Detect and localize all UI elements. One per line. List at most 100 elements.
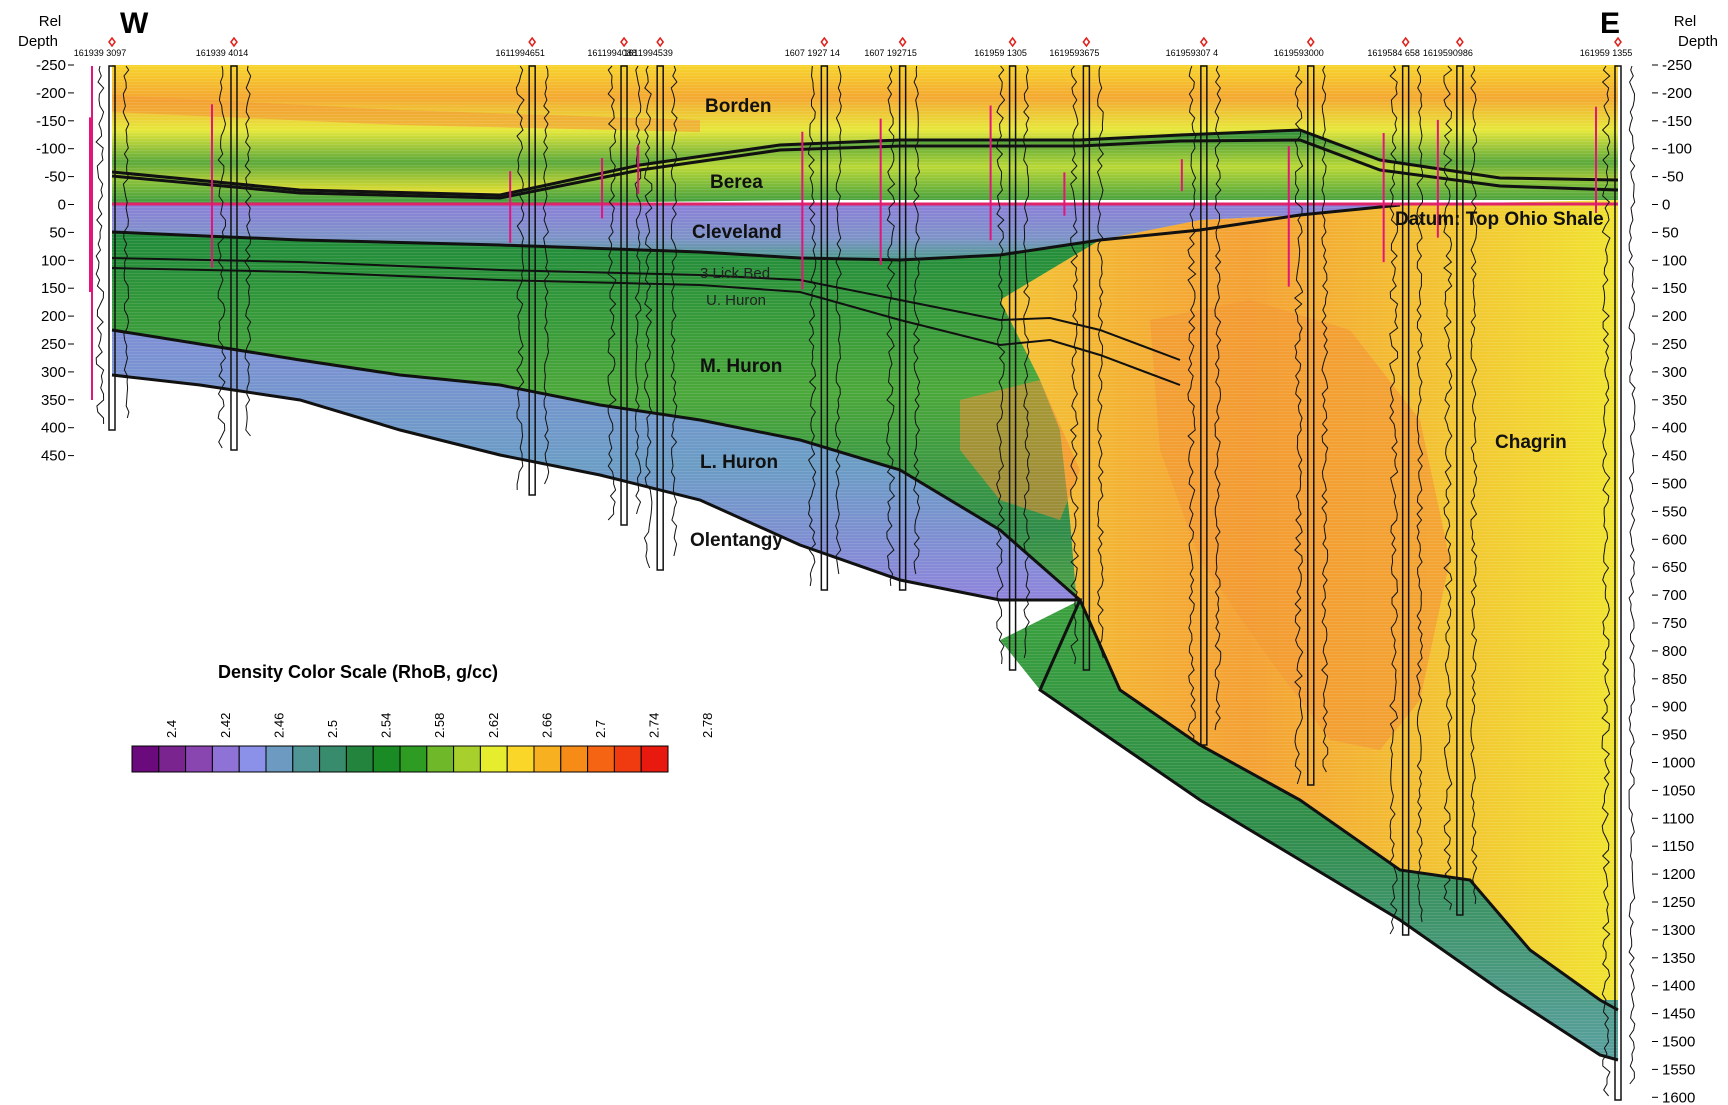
colorbar-tick-labels: 2.4 2.42 2.46 2.5 2.54 2.58 2.62 2.66 2.7 2.74 2.7… xyxy=(164,713,715,738)
colorbar-tick-label: 2.58 xyxy=(432,713,447,738)
well: 1607 1927 14 xyxy=(785,36,842,591)
resistivity-log-curve xyxy=(670,65,678,557)
well-id-label: 1607 192715 xyxy=(864,48,917,58)
depth-tick-label: 1100 xyxy=(1662,810,1694,827)
depth-tick-label: 350 xyxy=(41,392,66,409)
resistivity-log-curve xyxy=(834,65,842,575)
depth-tick-label: 150 xyxy=(1662,280,1687,297)
label-cleveland: Cleveland xyxy=(692,222,782,243)
colorbar-swatch xyxy=(319,745,347,773)
depth-tick-label: 1500 xyxy=(1662,1034,1695,1051)
well: 1607 192715 xyxy=(864,36,921,591)
colorbar-tick-label: 2.7 xyxy=(593,720,608,738)
base-m-huron-line xyxy=(111,328,1619,1012)
east-label: E xyxy=(1600,7,1620,40)
colorbar-swatch xyxy=(640,745,669,773)
depth-tick-label: 850 xyxy=(1662,671,1687,688)
depth-tick-label: 1300 xyxy=(1662,922,1695,939)
colorbar-swatch xyxy=(158,745,187,773)
resistivity-log-curve xyxy=(1470,65,1478,905)
well-id-label: 1611994539 xyxy=(623,48,672,58)
depth-tick-label: -100 xyxy=(1662,141,1692,158)
depth-tick-label: -250 xyxy=(36,57,66,74)
well-track xyxy=(656,65,664,571)
well: 1611994088 xyxy=(587,36,642,526)
resistivity-log-curve xyxy=(1023,65,1031,659)
depth-tick-label: 950 xyxy=(1662,727,1687,744)
well-track xyxy=(1401,65,1410,936)
well-location-icon xyxy=(820,36,829,48)
density-log-curve xyxy=(1389,65,1399,935)
well-id-label: 1607 1927 14 xyxy=(785,48,840,58)
colorbar-swatch xyxy=(238,745,267,773)
density-log-curve xyxy=(95,65,105,425)
well-id-label: 161959 1305 xyxy=(974,48,1027,58)
label-l-huron: L. Huron xyxy=(700,452,778,473)
label-olentangy: Olentangy xyxy=(690,530,783,551)
colorbar-swatch xyxy=(613,745,642,773)
colorbar-swatch xyxy=(560,745,589,773)
label-berea: Berea xyxy=(710,172,763,193)
well-location-icon xyxy=(1082,36,1091,48)
right-axis-title-top: Rel xyxy=(1674,13,1697,30)
depth-tick-label: 300 xyxy=(1662,364,1687,381)
colorbar-swatch xyxy=(185,745,213,773)
density-log-curve xyxy=(996,65,1006,665)
depth-tick-label: 450 xyxy=(1662,448,1687,465)
colorbar-swatch xyxy=(533,745,562,773)
well-track xyxy=(898,65,907,591)
colorbar-tick-label: 2.4 xyxy=(164,720,179,738)
resistivity-log-curve xyxy=(634,65,642,515)
well-track xyxy=(528,65,536,496)
resistivity-log-curve xyxy=(1321,65,1329,773)
well-id-label: 1611994088 xyxy=(587,48,636,58)
well-location-icon xyxy=(528,36,537,48)
depth-tick-label: 250 xyxy=(1662,336,1687,353)
depth-tick-label: -150 xyxy=(1662,113,1692,130)
depth-tick-label: -200 xyxy=(1662,85,1692,102)
density-log-curve xyxy=(1069,65,1079,665)
depth-tick-label: 200 xyxy=(1662,308,1687,325)
well-track xyxy=(1008,65,1017,671)
well: 161959307 4 xyxy=(1166,36,1222,746)
right-depth-axis: -250 -200 -150 -100 -50 0 50 100 150 200 250 300 350… xyxy=(1652,57,1695,1105)
depth-tick-label: 1600 xyxy=(1662,1089,1695,1105)
formation-labels: Borden Berea Cleveland 3 Lick Bed U. Hur… xyxy=(690,96,1604,551)
colorbar-swatch xyxy=(372,745,401,773)
well: 1619590986 xyxy=(1423,36,1478,916)
depth-tick-label: 0 xyxy=(1662,197,1670,214)
label-chagrin: Chagrin xyxy=(1495,432,1567,453)
colorbar-tick-label: 2.5 xyxy=(325,720,340,738)
well: 161959 1355 xyxy=(1580,36,1636,1101)
right-axis-title-bottom: Depth xyxy=(1678,33,1718,50)
well-track xyxy=(1082,65,1091,671)
well-track xyxy=(1614,65,1622,1101)
well-id-label: 1619593675 xyxy=(1049,48,1099,58)
well: 1611994539 xyxy=(623,36,678,571)
colorbar-swatch xyxy=(131,745,160,773)
left-axis-title-top: Rel xyxy=(39,13,62,30)
density-log-curve xyxy=(217,65,227,449)
colorbar-tick-label: 2.42 xyxy=(218,713,233,738)
colorbar-tick-label: 2.54 xyxy=(379,713,394,738)
colorbar-swatch xyxy=(453,745,481,773)
depth-tick-label: 600 xyxy=(1662,531,1687,548)
well-location-icon xyxy=(1401,36,1410,48)
depth-tick-label: 1450 xyxy=(1662,1006,1695,1023)
density-log-curve xyxy=(807,65,817,587)
well-id-label: 161959307 4 xyxy=(1166,48,1219,58)
depth-tick-label: 900 xyxy=(1662,699,1687,716)
depth-tick-label: 1350 xyxy=(1662,950,1695,967)
depth-tick-label: -50 xyxy=(44,169,66,186)
well-track xyxy=(1456,65,1464,916)
well: 1619593000 xyxy=(1274,36,1329,786)
depth-tick-label: 1250 xyxy=(1662,894,1695,911)
well-location-icon xyxy=(1455,36,1464,48)
left-depth-axis: -250 -200 -150 -100 -50 0 50 100 150 200 250 300 350… xyxy=(36,57,74,465)
well-track xyxy=(230,65,238,451)
colorbar-swatch xyxy=(426,745,455,773)
depth-tick-label: 1400 xyxy=(1662,978,1695,995)
depth-tick-label: 200 xyxy=(41,308,66,325)
well-location-icon xyxy=(898,36,907,48)
well-id-label: 1619593000 xyxy=(1274,48,1324,58)
